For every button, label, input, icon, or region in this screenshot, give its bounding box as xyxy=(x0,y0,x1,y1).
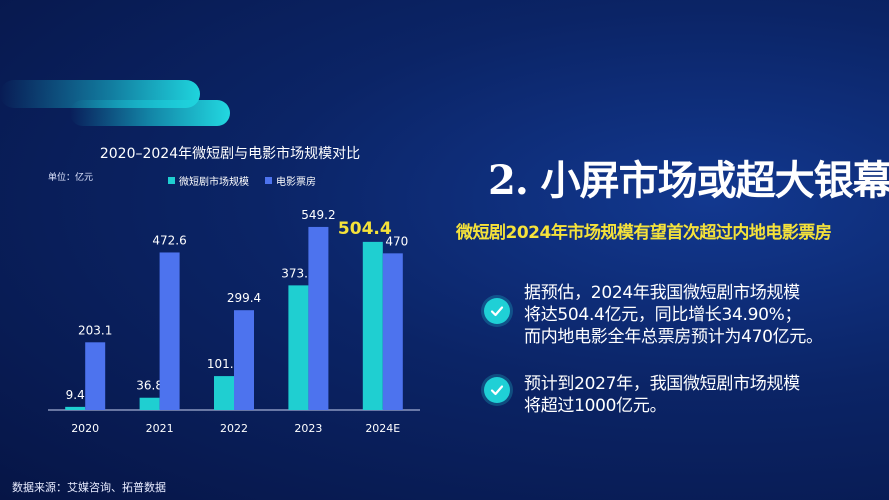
data-label-short-drama-2021: 36.8 xyxy=(136,379,163,393)
bullet-point-2: 预计到2027年，我国微短剧市场规模 将超过1000亿元。 xyxy=(484,373,854,417)
x-tick-label-2023: 2023 xyxy=(294,422,322,435)
data-label-box-office-2024E: 470 xyxy=(385,234,408,248)
x-tick-label-2020: 2020 xyxy=(71,422,99,435)
legend-swatch-box-office xyxy=(265,177,272,184)
data-label-box-office-2020: 203.1 xyxy=(78,323,112,337)
page-subheading: 微短剧2024年市场规模有望首次超过内地电影票房 xyxy=(456,223,832,243)
bullet-2-line-1: 预计到2027年，我国微短剧市场规模 xyxy=(524,374,800,394)
data-source: 数据来源：艾媒咨询、拓普数据 xyxy=(12,481,166,494)
bar-box-office-2021 xyxy=(159,252,180,410)
data-label-short-drama-2022: 101.7 xyxy=(207,357,241,371)
bar-short-drama-2020 xyxy=(65,406,86,410)
bar-box-office-2022 xyxy=(234,310,254,410)
x-tick-label-2022: 2022 xyxy=(220,422,248,435)
bar-short-drama-2022 xyxy=(214,376,234,410)
chart-unit: 单位：亿元 xyxy=(48,173,94,183)
bullet-1-line-3: 而内地电影全年总票房预计为470亿元。 xyxy=(524,327,823,347)
legend-label-short-drama: 微短剧市场规模 xyxy=(179,177,249,188)
x-tick-label-2024E: 2024E xyxy=(365,422,400,435)
legend-swatch-short-drama xyxy=(168,177,175,184)
check-icon xyxy=(484,298,510,324)
bullet-text-2: 预计到2027年，我国微短剧市场规模 将超过1000亿元。 xyxy=(524,373,854,417)
data-label-short-drama-2020: 9.4 xyxy=(66,388,85,402)
data-label-short-drama-2024E: 504.4 xyxy=(338,219,392,239)
bar-short-drama-2024E xyxy=(362,241,383,410)
legend-item-short-drama: 微短剧市场规模 xyxy=(168,173,249,188)
chart-title: 2020–2024年微短剧与电影市场规模对比 xyxy=(99,146,361,162)
bullet-text-1: 据预估，2024年我国微短剧市场规模 将达504.4亿元，同比增长34.90%；… xyxy=(524,282,854,348)
x-tick-label-2021: 2021 xyxy=(146,422,174,435)
legend-item-box-office: 电影票房 xyxy=(265,173,316,188)
bullet-point-1: 据预估，2024年我国微短剧市场规模 将达504.4亿元，同比增长34.90%；… xyxy=(484,282,854,348)
data-label-short-drama-2023: 373.9 xyxy=(281,266,315,280)
bullet-1-line-2: 将达504.4亿元，同比增长34.90%； xyxy=(524,305,802,325)
data-label-box-office-2022: 299.4 xyxy=(227,291,261,305)
bar-box-office-2020 xyxy=(85,342,106,410)
bar-short-drama-2021 xyxy=(139,397,160,410)
decor-pill-bottom xyxy=(70,100,230,126)
bar-box-office-2023 xyxy=(308,226,329,410)
bullet-1-line-1: 据预估，2024年我国微短剧市场规模 xyxy=(524,283,800,303)
page-heading: 2. 小屏市场或超大银幕 xyxy=(488,157,889,204)
legend-label-box-office: 电影票房 xyxy=(276,177,316,188)
bar-short-drama-2023 xyxy=(288,285,309,410)
check-icon xyxy=(484,377,510,403)
bullet-2-line-2: 将超过1000亿元。 xyxy=(524,396,667,416)
data-label-box-office-2023: 549.2 xyxy=(301,208,335,222)
bar-box-office-2024E xyxy=(382,253,403,410)
data-label-box-office-2021: 472.6 xyxy=(152,233,186,247)
chart-legend: 微短剧市场规模 电影票房 xyxy=(168,173,316,188)
